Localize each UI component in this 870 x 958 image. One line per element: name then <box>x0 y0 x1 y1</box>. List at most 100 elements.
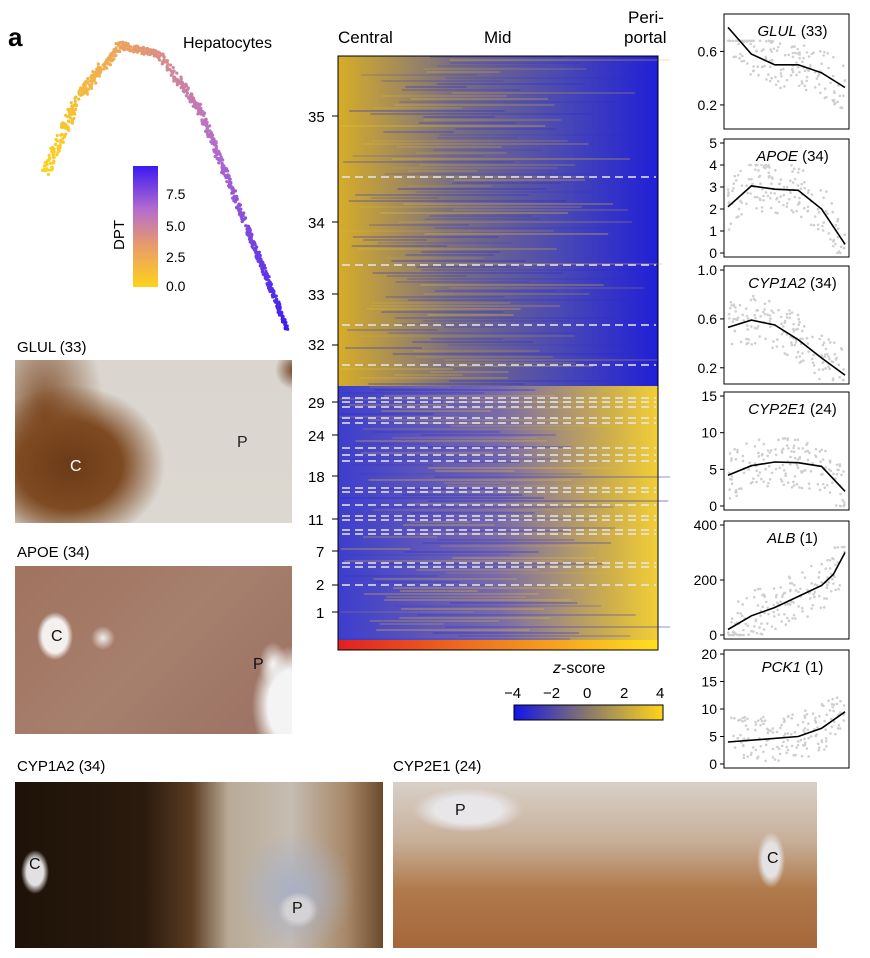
gene-scatter-point <box>746 755 750 758</box>
gene-scatter-point <box>790 341 793 344</box>
trajectory-point <box>85 90 89 95</box>
trajectory-point <box>69 101 73 105</box>
gene-scatter-point <box>730 716 733 720</box>
gene-scatter-point <box>732 317 735 321</box>
gene-scatter-point <box>763 64 766 68</box>
heatmap-row-band <box>360 206 582 208</box>
gene-scatter-point <box>805 336 809 340</box>
gene-scatter-point <box>754 723 758 726</box>
trajectory-point <box>52 150 56 154</box>
heatmap-row-band <box>451 92 635 94</box>
gene-scatter-point <box>786 438 789 442</box>
heatmap-row-band <box>420 284 604 286</box>
gene-scatter-point <box>756 587 760 591</box>
trajectory-point <box>261 263 266 267</box>
trajectory-point <box>119 40 123 45</box>
heatmap-row-band <box>454 461 520 463</box>
gene-scatter-point <box>831 74 835 78</box>
gene-scatter-point <box>836 227 840 231</box>
gene-scatter-point <box>747 468 750 471</box>
gene-scatter-point <box>730 304 734 307</box>
gene-scatter-point <box>779 195 782 198</box>
heatmap-row-band <box>423 68 587 70</box>
gene-scatter-point <box>769 317 772 321</box>
heatmap-row-band <box>452 182 562 184</box>
heatmap-row-band <box>421 269 647 271</box>
trajectory-point <box>70 121 74 125</box>
gene-scatter-point <box>748 163 751 167</box>
trajectory-point <box>52 161 56 165</box>
gene-scatter-point <box>792 450 796 454</box>
heatmap-row-band <box>345 575 439 577</box>
gene-scatter-point <box>786 738 790 742</box>
heatmap-row-band <box>433 149 543 151</box>
gene-scatter-point <box>778 466 782 470</box>
gene-scatter-point <box>739 52 742 56</box>
trajectory-point <box>65 126 69 130</box>
gene-scatter-point <box>810 582 814 585</box>
gene-scatter-point <box>760 188 764 191</box>
trajectory-point <box>162 55 166 59</box>
gene-scatter-point <box>840 106 844 110</box>
gene-fit-line <box>727 319 846 376</box>
gene-scatter-point <box>807 55 811 58</box>
gene-scatter-point <box>791 51 795 55</box>
gene-scatter-point <box>813 85 817 89</box>
gene-scatter-point <box>739 340 743 344</box>
gene-scatter-point <box>798 51 801 54</box>
gene-scatter-point <box>763 595 766 598</box>
gene-scatter-point <box>727 471 731 474</box>
gene-scatter-point <box>806 191 810 195</box>
trajectory-point <box>231 185 235 190</box>
trajectory-point <box>112 57 116 61</box>
heatmap-row-band <box>445 572 648 574</box>
heatmap-row-band <box>370 305 561 307</box>
trajectory-point <box>277 304 281 308</box>
gene-scatter-point <box>799 470 803 473</box>
gene-fit-line <box>727 552 846 631</box>
gene-scatter-point <box>770 309 773 312</box>
trajectory-point <box>80 89 84 93</box>
gene-scatter-point <box>830 202 834 205</box>
gene-scatter-point <box>824 737 828 740</box>
gene-scatter-point <box>807 736 810 740</box>
gene-scatter-point <box>741 614 744 618</box>
heatmap-row-24: 24 <box>308 428 325 445</box>
gene-scatter-point <box>799 738 803 742</box>
gene-scatter-point <box>763 312 767 316</box>
heatmap-row-band <box>376 506 614 508</box>
gene-scatter-point <box>830 725 834 729</box>
trajectory-point <box>199 106 203 111</box>
trajectory-point <box>173 76 177 80</box>
gene-scatter-point <box>831 210 835 214</box>
trajectory-point <box>188 100 192 104</box>
gene-scatter-point <box>820 562 824 566</box>
gene-scatter-point <box>726 39 730 43</box>
gene-scatter-point <box>751 69 755 73</box>
gene-scatter-point <box>818 571 821 574</box>
gene-scatter-point <box>774 211 777 214</box>
trajectory-point <box>200 118 204 122</box>
gene-scatter-point <box>836 546 840 549</box>
heatmap-row-band <box>406 185 492 187</box>
gene-scatter-point <box>806 342 810 345</box>
gene-scatter-point <box>816 726 819 729</box>
trajectory-point <box>150 49 154 53</box>
heatmap-row-band <box>405 86 467 88</box>
gene-scatter-point <box>782 483 786 487</box>
gene-scatter-point <box>821 482 825 486</box>
gene-scatter-point <box>805 51 809 54</box>
dpt-tick-00: 0.0 <box>166 278 186 294</box>
trajectory-point <box>191 104 195 108</box>
heatmap-row-band <box>410 521 471 523</box>
gene-scatter-point <box>800 82 804 85</box>
heatmap-row-band <box>396 146 502 148</box>
gene-scatter-point <box>836 219 839 223</box>
gene-scatter-point <box>754 748 758 752</box>
gene-scatter-point <box>732 182 736 185</box>
gene-scatter-point <box>738 56 741 60</box>
gene-scatter-point <box>827 232 831 235</box>
gene-scatter-point <box>819 49 822 53</box>
gene-scatter-point <box>735 215 738 219</box>
heatmap-row-band <box>349 404 449 406</box>
